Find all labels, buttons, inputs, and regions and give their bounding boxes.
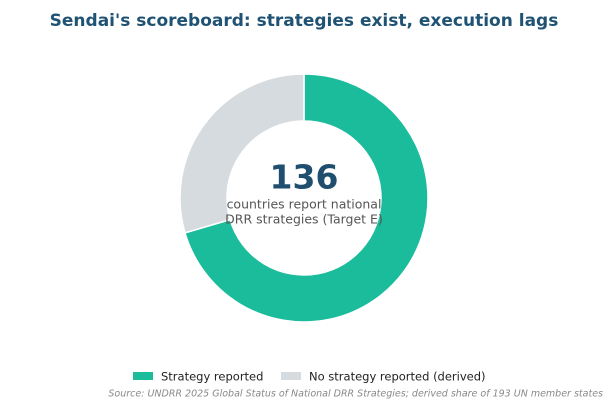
legend-swatch xyxy=(133,372,153,380)
donut-segment xyxy=(184,73,429,323)
legend-label: No strategy reported (derived) xyxy=(309,370,486,384)
center-value: 136 xyxy=(270,158,339,197)
legend: Strategy reported No strategy reported (d… xyxy=(133,370,486,384)
source-note: Source: UNDRR 2025 Global Status of Nati… xyxy=(108,389,603,400)
legend-swatch xyxy=(281,372,301,380)
center-label: countries report national xyxy=(227,197,382,212)
donut xyxy=(179,73,429,323)
center-label: DRR strategies (Target E) xyxy=(225,212,383,227)
donut-segment xyxy=(179,73,305,234)
chart-title: Sendai's scoreboard: strategies exist, e… xyxy=(50,11,559,31)
legend-label: Strategy reported xyxy=(161,370,263,384)
